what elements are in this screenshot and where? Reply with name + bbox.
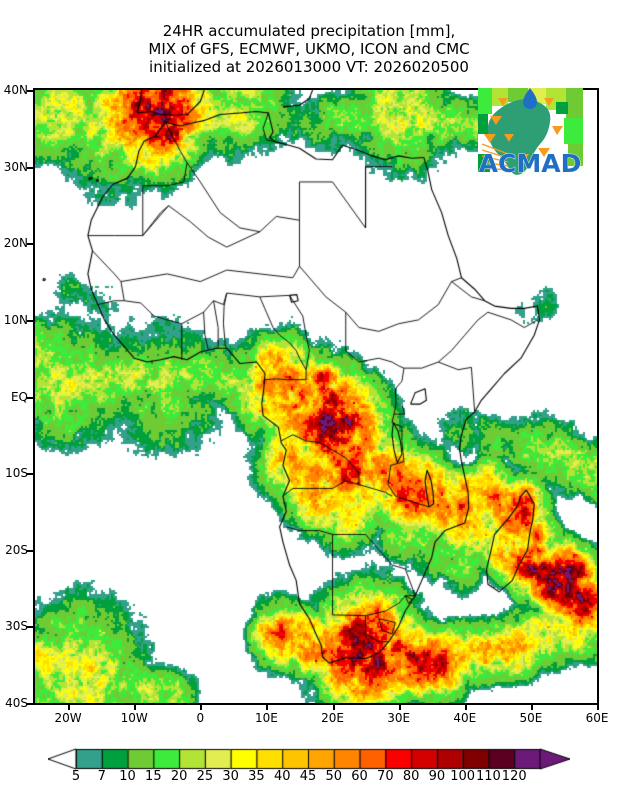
lat-tick-label: 10N <box>3 312 28 327</box>
colorbar-tick-label: 100 <box>450 769 476 784</box>
lat-tick-label: 30S <box>5 619 28 634</box>
logo-water-droplet <box>523 88 537 109</box>
map-plot-area <box>33 88 599 705</box>
lon-tick-label: 10W <box>120 711 148 725</box>
logo-radiating-lines <box>481 143 509 171</box>
lat-tick-label: 40N <box>3 83 28 97</box>
lat-tick-label: 20N <box>3 236 28 251</box>
lon-tick-mark <box>332 703 335 710</box>
colorbar-tick-label: 30 <box>222 769 239 784</box>
logo-text: ACMAD <box>479 149 582 178</box>
lon-tick-mark <box>597 703 599 710</box>
lat-tick-mark <box>27 549 34 552</box>
colorbar-tick-label: 35 <box>248 769 265 784</box>
acmad-logo-graphic: ACMAD <box>478 88 583 188</box>
colorbar-tick-label: 80 <box>402 769 420 784</box>
lon-tick-mark <box>68 703 71 710</box>
colorbar-tick-label: 45 <box>299 769 317 784</box>
title-line-3: initialized at 2026013000 VT: 2026020500 <box>149 58 469 76</box>
lat-tick-mark <box>27 396 34 399</box>
colorbar-tick-label: 90 <box>428 769 446 784</box>
chart-title: 24HR accumulated precipitation [mm], MIX… <box>0 22 618 76</box>
lon-tick-label: 30E <box>387 711 411 725</box>
lat-tick-mark <box>27 626 34 629</box>
colorbar-tick-label: 40 <box>273 769 291 784</box>
lon-tick-label: 20E <box>321 711 344 725</box>
lon-tick-label: 20W <box>54 711 82 725</box>
lon-tick-mark <box>530 703 533 710</box>
lat-tick-label: 10S <box>5 466 28 481</box>
logo-wind-arrows <box>484 98 563 163</box>
lat-tick-mark <box>27 319 34 322</box>
lon-tick-label: 50E <box>519 711 543 725</box>
colorbar-tick-label: 5 <box>71 769 81 784</box>
acmad-logo: ACMAD <box>478 88 583 188</box>
lat-tick-label: 40S <box>5 696 28 710</box>
colorbar-canvas <box>48 748 570 770</box>
lat-tick-mark <box>27 243 34 246</box>
colorbar: 5 7 10 15 20 25 30 35 40 45 50 60 70 80 90 100 110 120 <box>0 744 618 794</box>
lon-tick-label: 60E <box>585 711 609 725</box>
colorbar-tick-label: 25 <box>196 769 214 784</box>
title-line-2: MIX of GFS, ECMWF, UKMO, ICON and CMC <box>148 40 470 58</box>
colorbar-tick-label: 70 <box>377 769 394 784</box>
lat-tick-mark <box>27 473 34 476</box>
colorbar-tick-label: 15 <box>145 769 162 784</box>
lat-tick-mark <box>27 90 34 92</box>
lon-tick-label: 0 <box>196 711 205 725</box>
lon-tick-label: 10E <box>254 711 278 725</box>
lat-tick-label: 20S <box>5 542 28 557</box>
lon-tick-mark <box>398 703 401 710</box>
lon-tick-mark <box>134 703 137 710</box>
colorbar-tick-label: 7 <box>97 769 106 784</box>
lon-tick-mark <box>266 703 269 710</box>
colorbar-tick-label: 10 <box>119 769 136 784</box>
lat-tick-label: 30N <box>3 159 28 174</box>
colorbar-tick-label: 50 <box>325 769 343 784</box>
lat-tick-mark <box>27 703 34 705</box>
colorbar-tick-label: 60 <box>351 769 368 784</box>
colorbar-tick-label: 20 <box>170 769 188 784</box>
lon-tick-mark <box>464 703 467 710</box>
lon-tick-mark <box>200 703 203 710</box>
lat-tick-label: EQ <box>10 389 28 404</box>
colorbar-tick-label: 110 <box>476 769 501 784</box>
colorbar-tick-label: 120 <box>501 769 527 784</box>
lat-tick-mark <box>27 166 34 169</box>
precipitation-field-canvas <box>35 90 597 703</box>
title-line-1: 24HR accumulated precipitation [mm], <box>162 22 456 40</box>
lon-tick-label: 40E <box>453 711 477 725</box>
